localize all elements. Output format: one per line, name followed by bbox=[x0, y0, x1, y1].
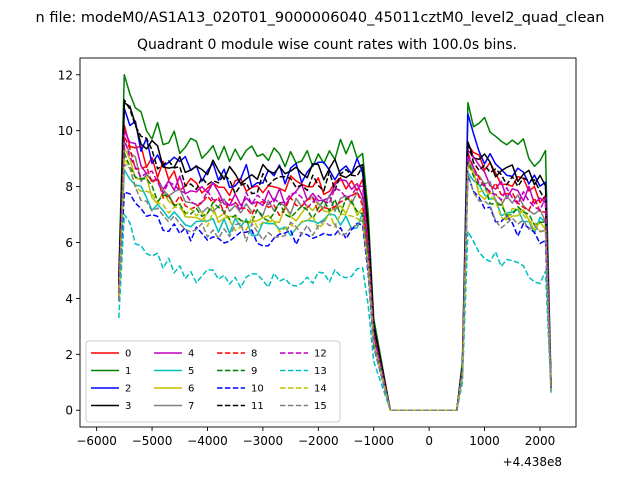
y-tick-label: 10 bbox=[58, 124, 73, 138]
legend-label-15: 15 bbox=[314, 401, 327, 412]
legend-label-11: 11 bbox=[251, 401, 264, 412]
legend-label-2: 2 bbox=[125, 384, 131, 395]
x-tick-label: −2000 bbox=[298, 434, 339, 448]
y-tick-label: 0 bbox=[65, 404, 73, 418]
series-line-9 bbox=[118, 152, 552, 411]
x-tick-label: 1000 bbox=[469, 434, 500, 448]
series-line-1 bbox=[118, 74, 552, 411]
legend-label-13: 13 bbox=[314, 366, 327, 377]
legend-label-3: 3 bbox=[125, 401, 131, 412]
legend-label-0: 0 bbox=[125, 349, 131, 360]
legend-label-10: 10 bbox=[251, 384, 264, 395]
legend-label-1: 1 bbox=[125, 366, 131, 377]
legend-label-9: 9 bbox=[251, 366, 257, 377]
y-tick-label: 12 bbox=[58, 68, 73, 82]
x-tick-label: −1000 bbox=[353, 434, 394, 448]
x-axis-offset-label: +4.438e8 bbox=[503, 455, 562, 469]
legend-label-14: 14 bbox=[314, 384, 327, 395]
series-line-11 bbox=[118, 99, 552, 411]
legend-label-12: 12 bbox=[314, 349, 327, 360]
series-line-15 bbox=[118, 163, 552, 411]
series-line-13 bbox=[118, 213, 552, 411]
series-line-8 bbox=[118, 135, 552, 411]
series-line-12 bbox=[118, 138, 552, 411]
legend-label-6: 6 bbox=[188, 384, 194, 395]
figure-suptitle: n file: modeM0/AS1A13_020T01_9000006040_… bbox=[36, 10, 605, 26]
x-tick-label: 2000 bbox=[525, 434, 556, 448]
x-tick-label: −6000 bbox=[76, 434, 117, 448]
legend-label-5: 5 bbox=[188, 366, 194, 377]
x-tick-label: −3000 bbox=[243, 434, 284, 448]
y-tick-label: 6 bbox=[65, 236, 73, 250]
chart-title: Quadrant 0 module wise count rates with … bbox=[137, 37, 517, 53]
x-tick-label: 0 bbox=[425, 434, 433, 448]
y-tick-label: 2 bbox=[65, 348, 73, 362]
series-line-4 bbox=[118, 129, 552, 411]
series-layer bbox=[118, 74, 552, 411]
axes-layer: −6000 −5000 −4000 −3000 −2000 −1000 0 1000 2000 0… bbox=[58, 57, 577, 448]
x-tick-label: −5000 bbox=[132, 434, 173, 448]
x-tick-label: −4000 bbox=[187, 434, 228, 448]
y-tick-label: 4 bbox=[65, 292, 73, 306]
series-line-14 bbox=[118, 157, 552, 411]
y-tick-label: 8 bbox=[65, 180, 73, 194]
legend-label-8: 8 bbox=[251, 349, 257, 360]
series-line-7 bbox=[118, 141, 552, 411]
legend-label-7: 7 bbox=[188, 401, 194, 412]
legend-box bbox=[85, 340, 341, 423]
legend-label-4: 4 bbox=[188, 349, 194, 360]
series-line-0 bbox=[118, 124, 552, 411]
series-line-3 bbox=[118, 101, 552, 411]
